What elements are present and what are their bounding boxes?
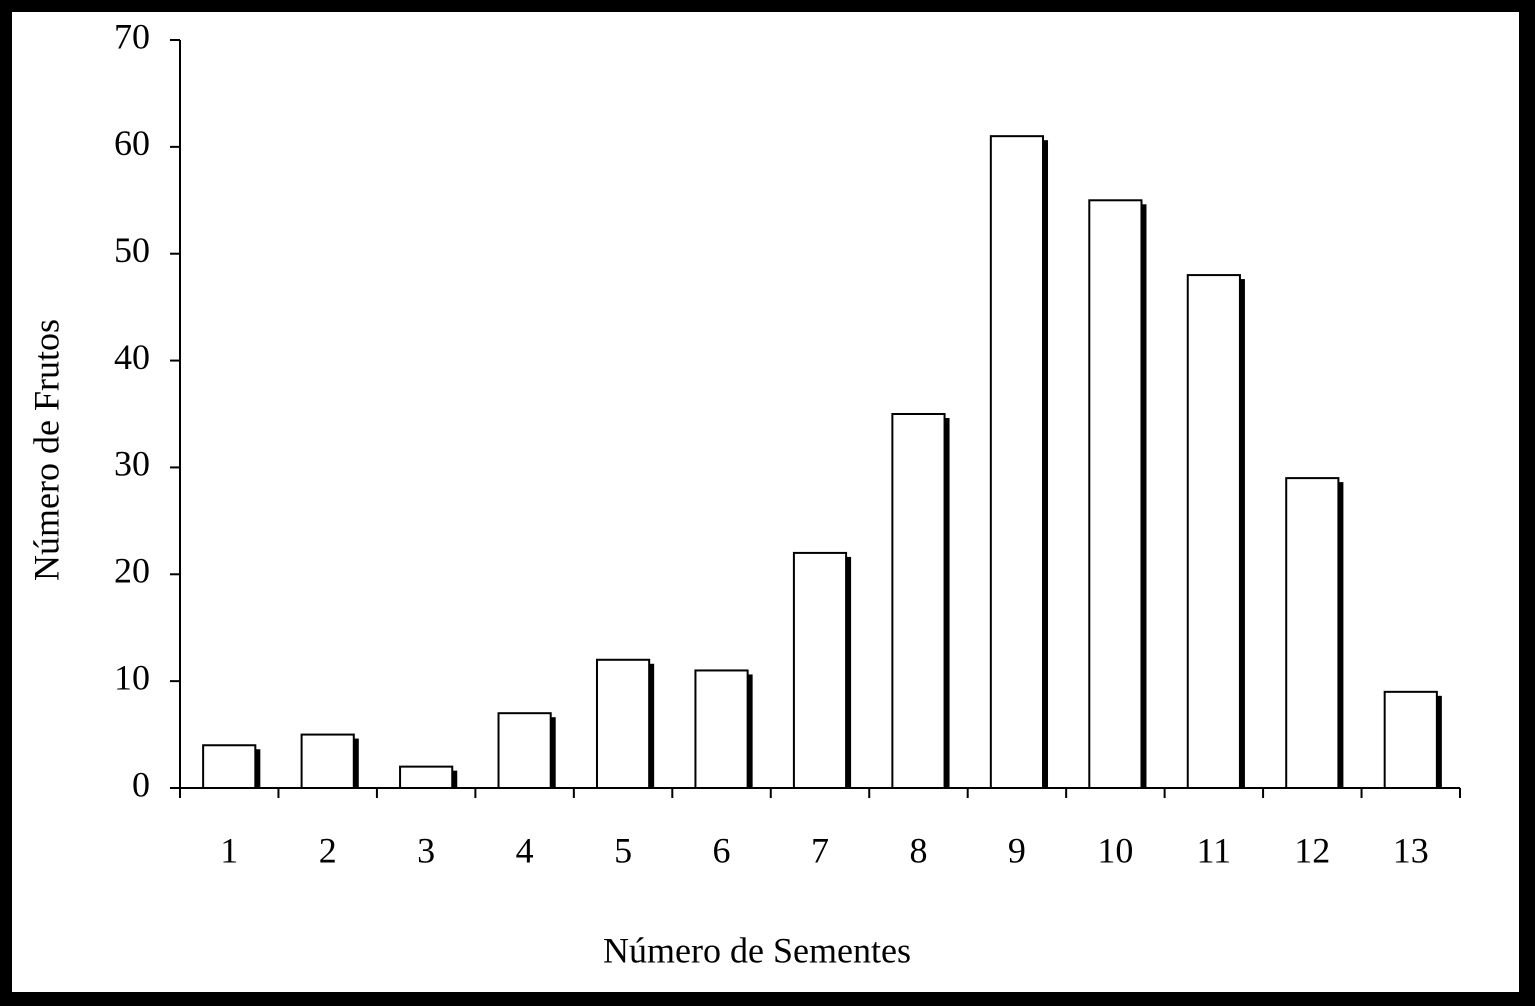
bar	[202, 744, 257, 789]
x-tick-label: 5	[614, 830, 632, 870]
y-tick-label: 60	[114, 123, 150, 163]
bar	[1383, 690, 1438, 789]
x-tick-label: 11	[1197, 830, 1232, 870]
y-tick-label: 30	[114, 444, 150, 484]
bar	[989, 135, 1045, 789]
bar	[399, 765, 454, 790]
x-tick-label: 3	[417, 830, 435, 870]
x-tick-label: 2	[319, 830, 337, 870]
y-tick-label: 0	[132, 764, 150, 804]
y-tick-label: 50	[114, 230, 150, 270]
bar	[891, 413, 946, 789]
bar	[792, 551, 848, 790]
bar	[497, 712, 552, 790]
x-tick-label: 13	[1393, 830, 1429, 870]
x-tick-label: 1	[220, 830, 238, 870]
x-tick-label: 9	[1008, 830, 1026, 870]
y-tick-label: 40	[114, 337, 150, 377]
x-tick-label: 10	[1097, 830, 1133, 870]
bar	[1088, 199, 1143, 790]
bar	[1285, 477, 1340, 789]
x-tick-label: 7	[811, 830, 829, 870]
y-tick-label: 70	[114, 16, 150, 56]
bar	[300, 733, 355, 789]
x-tick-label: 4	[516, 830, 534, 870]
chart-background	[12, 12, 1519, 992]
x-tick-label: 12	[1294, 830, 1330, 870]
x-tick-label: 6	[713, 830, 731, 870]
bar	[694, 669, 749, 790]
x-tick-label: 8	[909, 830, 927, 870]
x-axis-label: Número de Sementes	[603, 930, 911, 970]
bar	[1186, 274, 1241, 790]
y-tick-label: 20	[114, 551, 150, 591]
y-axis-label: Número de Frutos	[26, 319, 66, 581]
y-tick-label: 10	[114, 657, 150, 697]
bar	[595, 658, 651, 789]
